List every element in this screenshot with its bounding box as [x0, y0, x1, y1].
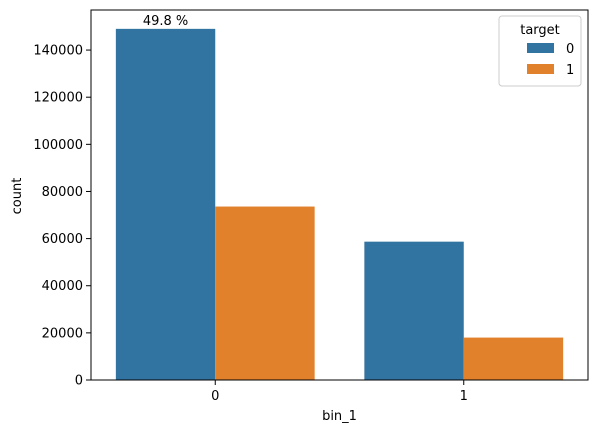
- plot-frame: [90, 9, 589, 381]
- legend: target 01: [498, 15, 582, 87]
- y-tick-label: 0: [75, 374, 83, 389]
- ticks-layer: 0 20000 40000 60000 80000 100000 120000 140000 0…: [33, 44, 468, 404]
- legend-label-target-1: 1: [566, 63, 574, 78]
- x-tick-label: 1: [460, 389, 468, 404]
- annotations-layer: 49.8 %: [143, 14, 188, 29]
- y-tick-label: 80000: [42, 185, 83, 200]
- axes-layer: [90, 9, 589, 381]
- bars-layer: [115, 28, 564, 380]
- bar-cat-1-target-1: [463, 337, 564, 380]
- legend-title: target: [520, 23, 560, 38]
- x-tick-label: 0: [211, 389, 219, 404]
- y-tick-label: 20000: [42, 326, 83, 341]
- y-tick-label: 60000: [42, 232, 83, 247]
- y-axis-label: count: [10, 178, 25, 215]
- x-axis-label: bin_1: [322, 409, 357, 424]
- y-tick-label: 100000: [33, 138, 83, 153]
- legend-label-target-0: 0: [566, 42, 574, 57]
- y-tick-label: 120000: [33, 91, 83, 106]
- bar-data-label: 49.8 %: [143, 14, 188, 29]
- y-tick-label: 40000: [42, 279, 83, 294]
- y-tick-label: 140000: [33, 44, 83, 59]
- bar-cat-0-target-0: [115, 28, 216, 380]
- legend-swatch-target-0: [527, 43, 554, 53]
- bar-cat-0-target-1: [215, 206, 315, 380]
- legend-entries: 01: [527, 42, 574, 78]
- legend-swatch-target-1: [527, 64, 554, 74]
- bar-cat-1-target-0: [364, 241, 464, 380]
